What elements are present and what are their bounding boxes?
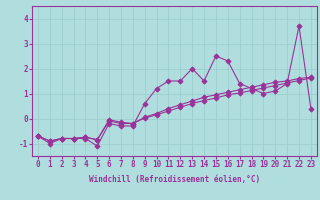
X-axis label: Windchill (Refroidissement éolien,°C): Windchill (Refroidissement éolien,°C) — [89, 175, 260, 184]
